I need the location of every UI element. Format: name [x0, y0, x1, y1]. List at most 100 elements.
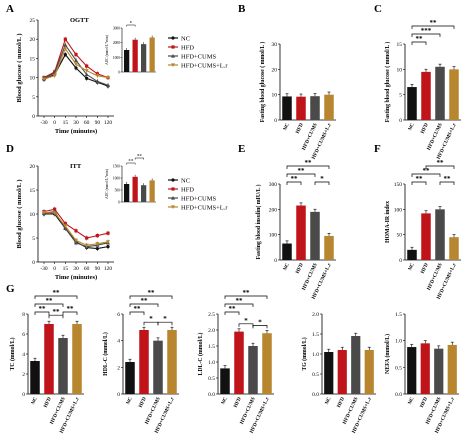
- sig-bracket: [34, 295, 78, 299]
- sig-bracket: [129, 311, 145, 315]
- legend-marker: [171, 45, 175, 49]
- bar-HFD+CUMS: [310, 211, 320, 260]
- data-point: [85, 64, 89, 68]
- data-point: [63, 47, 68, 51]
- sig-label: **: [236, 297, 244, 305]
- sig-label: **: [416, 35, 424, 43]
- panel-letter-C: C: [374, 3, 382, 15]
- legend-label: HFD+CUMS: [181, 53, 216, 60]
- bar-HFD: [44, 324, 54, 394]
- bar-HFD: [139, 330, 149, 394]
- sig-bracket: [34, 303, 64, 307]
- sig-label: *: [149, 315, 153, 323]
- inset-y-tick-label: 2000: [113, 41, 120, 45]
- panel-letter-D: D: [6, 143, 14, 155]
- data-point: [42, 77, 46, 82]
- panel-C: 0 5 10 15 Fasting blood glucose ( mmol/L ) NC…: [384, 19, 461, 160]
- sig-label: **: [67, 305, 75, 313]
- y-tick-label: 1.5: [395, 312, 402, 318]
- data-point: [95, 246, 99, 251]
- x-tick-label: 0: [53, 266, 56, 272]
- y-axis-label: TG (mmol/L): [301, 337, 308, 370]
- y-tick-label: 20: [30, 37, 36, 43]
- y-tick-label: 50: [397, 233, 403, 239]
- inset-y-tick-label: 1500: [113, 165, 120, 169]
- sig-bracket: [224, 311, 240, 315]
- x-tick-label: HFD: [419, 396, 429, 409]
- panel-letter-G: G: [6, 283, 15, 295]
- x-tick-label: NC: [282, 262, 291, 272]
- bar-NC: [282, 96, 292, 120]
- inset-y-tick-label: 500: [115, 189, 121, 193]
- data-point: [95, 242, 100, 246]
- y-tick-label: 1.0: [208, 360, 215, 366]
- inset-sig-label: *: [130, 22, 133, 27]
- y-tick-label: 5: [399, 93, 402, 99]
- y-tick-label: 0.5: [208, 376, 215, 382]
- y-tick-label: 30: [272, 42, 278, 48]
- y-tick-label: 10: [30, 76, 36, 82]
- y-axis-label: Fasting blood insulin( mIU/L ): [255, 184, 262, 259]
- sig-bracket: [157, 321, 173, 326]
- y-axis-label: HOMA-IR index: [385, 201, 391, 243]
- y-tick-label: 0: [32, 260, 35, 266]
- y-tick-label: 6: [117, 312, 120, 318]
- y-tick-label: 100: [394, 207, 403, 213]
- panel-E: 0 100 200 300 Fasting blood insulin( mIU/L )…: [255, 159, 336, 300]
- bar-HFD+CUMS+L.r: [167, 330, 177, 394]
- data-point: [106, 76, 110, 80]
- panel-letter-B: B: [238, 3, 246, 15]
- sig-label: ***: [421, 27, 432, 35]
- sig-bracket: [411, 41, 427, 45]
- sig-label: **: [437, 159, 445, 167]
- legend-label: HFD+CUMS+L.r: [181, 62, 228, 69]
- x-tick-label: 120: [104, 120, 113, 126]
- y-tick-label: 0.5: [312, 372, 319, 378]
- y-tick-label: 1.5: [208, 344, 215, 350]
- y-axis-label: Blood glucose ( mmol/L ): [16, 180, 23, 249]
- x-tick-label: 15: [63, 266, 69, 272]
- sig-label: **: [134, 305, 142, 313]
- panel-G4: 0.00.51.01.52.0TG (mmol/L)NC HFDHFD+CUMSH…: [301, 312, 376, 434]
- legend-marker: [171, 178, 175, 182]
- bar-HFD+CUMS: [153, 340, 163, 394]
- sig-label: **: [53, 308, 61, 316]
- legend-marker: [171, 54, 175, 58]
- chart-title: OGTT: [70, 17, 89, 24]
- bar-HFD: [420, 343, 430, 394]
- data-point: [95, 74, 100, 78]
- x-tick-label: NC: [407, 262, 416, 272]
- y-tick-label: 4: [22, 352, 25, 358]
- data-point: [74, 66, 78, 70]
- x-tick-label: 30: [73, 120, 79, 126]
- bar-HFD: [296, 96, 306, 120]
- data-point: [74, 238, 78, 243]
- legend-marker: [171, 196, 175, 200]
- inset-bar-HFD: [132, 39, 138, 72]
- y-tick-label: 0: [22, 392, 25, 398]
- y-axis-label: NEFA (mmol/L): [384, 334, 391, 374]
- y-tick-label: 100: [269, 233, 278, 239]
- data-point: [63, 37, 67, 41]
- y-tick-label: 0: [274, 118, 277, 124]
- inset-y-tick-label: 0: [118, 201, 120, 205]
- x-tick-label: 60: [84, 266, 90, 272]
- y-tick-label: 2.0: [208, 328, 215, 334]
- bar-HFD: [421, 213, 431, 260]
- bar-HFD+CUMS+L.r: [324, 235, 334, 260]
- y-tick-label: 0: [399, 118, 402, 124]
- x-axis-label: Time (minutes): [55, 274, 97, 281]
- sig-label: **: [430, 19, 438, 27]
- x-tick-label: 60: [84, 120, 90, 126]
- sig-bracket: [286, 165, 330, 169]
- legend-label: HFD: [181, 44, 194, 51]
- bar-NC: [125, 362, 135, 394]
- y-tick-label: 20: [272, 67, 278, 73]
- chart-title: ITT: [70, 163, 82, 170]
- y-tick-label: 1.5: [312, 332, 319, 338]
- sig-label: **: [141, 297, 149, 305]
- data-point: [52, 211, 57, 216]
